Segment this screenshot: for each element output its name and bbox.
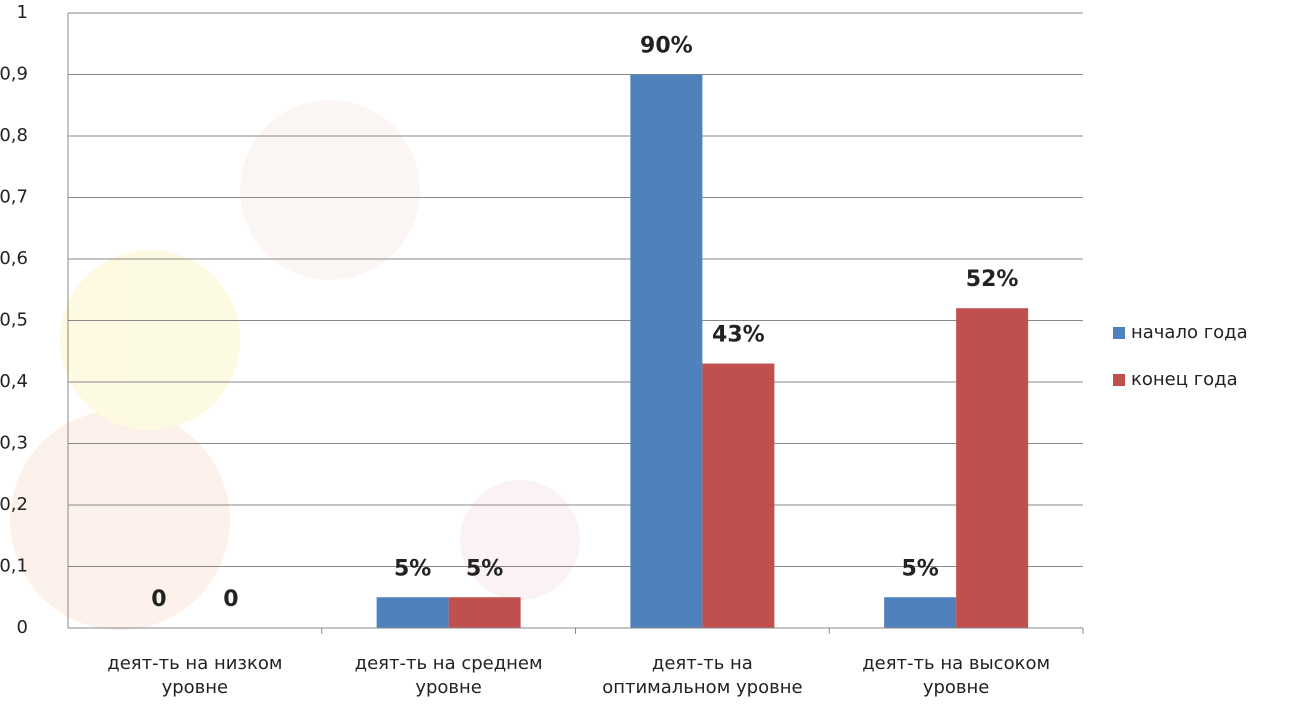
bar — [884, 597, 957, 628]
bar — [956, 308, 1029, 628]
data-label: 5% — [394, 556, 431, 581]
data-label: 52% — [966, 267, 1019, 292]
data-label: 0 — [151, 587, 166, 612]
y-tick-label: 0,7 — [0, 187, 28, 208]
data-label: 5% — [466, 556, 503, 581]
data-label: 90% — [640, 34, 693, 59]
x-tick-label: деят-ть на высоком уровне — [862, 653, 1051, 698]
y-tick-label: 0,4 — [0, 371, 28, 392]
bar — [448, 597, 521, 628]
x-tick-label: деят-ть на оптимальном уровне — [602, 653, 803, 698]
y-tick-label: 0,2 — [0, 494, 28, 515]
legend-swatch — [1113, 374, 1125, 386]
x-tick-label: деят-ть на низком уровне — [107, 653, 283, 698]
y-tick-label: 0,5 — [0, 310, 28, 331]
data-label: 5% — [901, 556, 938, 581]
legend-label: конец года — [1131, 369, 1238, 390]
legend-swatch — [1113, 327, 1125, 339]
y-tick-label: 1 — [17, 2, 28, 23]
legend-label: начало года — [1131, 322, 1248, 343]
y-tick-label: 0,9 — [0, 64, 28, 85]
y-tick-label: 0,3 — [0, 433, 28, 454]
y-tick-label: 0,6 — [0, 248, 28, 269]
y-tick-label: 0,1 — [0, 556, 28, 577]
bar — [702, 363, 775, 628]
x-tick-label: деят-ть на среднем уровне — [354, 653, 543, 698]
bar — [630, 74, 703, 628]
background-decoration — [10, 100, 580, 630]
y-tick-label: 0 — [17, 617, 28, 638]
y-tick-label: 0,8 — [0, 125, 28, 146]
data-label: 0 — [223, 587, 238, 612]
data-label: 43% — [712, 323, 765, 348]
bar — [376, 597, 449, 628]
